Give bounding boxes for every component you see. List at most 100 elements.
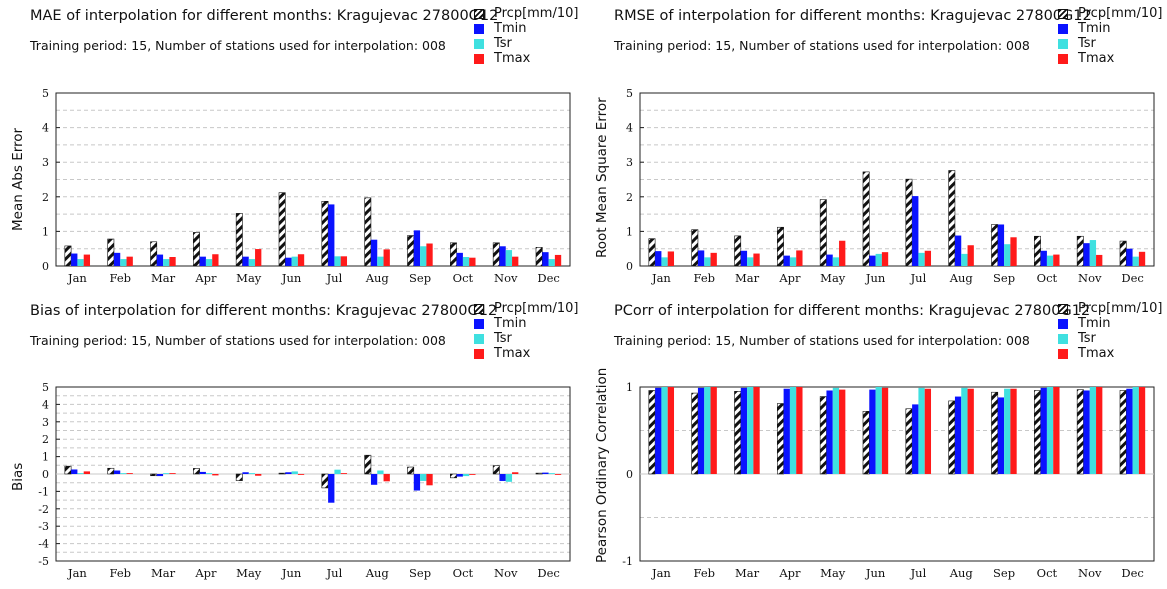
legend-item-tsr: Tsr	[1058, 331, 1162, 346]
prcp-swatch	[1058, 8, 1068, 19]
bar-tmax	[255, 474, 262, 476]
bar-tmin	[954, 235, 962, 266]
bar-prcp	[819, 396, 827, 475]
x-tick-label: Feb	[109, 271, 131, 285]
bar-tmax	[383, 249, 390, 266]
x-tick-label: Aug	[949, 566, 974, 580]
bar-tsr	[120, 473, 127, 474]
bar-prcp	[905, 408, 913, 475]
bar-tsr	[291, 471, 298, 474]
x-tick-label: Nov	[1078, 271, 1102, 285]
chart-subtitle: Training period: 15, Number of stations …	[614, 38, 1030, 53]
y-tick-label: -5	[38, 555, 49, 568]
bar-tmax	[512, 472, 519, 474]
bar-prcp	[364, 454, 372, 475]
bar-tmin	[655, 251, 662, 266]
bar-prcp	[193, 232, 200, 267]
bar-prcp	[364, 197, 372, 267]
bar-tmin	[242, 472, 249, 474]
chart-title: PCorr of interpolation for different mon…	[614, 303, 1091, 319]
x-tick-label: Dec	[537, 566, 559, 580]
bar-tsr	[420, 246, 427, 266]
bar-prcp	[691, 392, 699, 475]
bar-tmax	[667, 387, 675, 474]
bar-tmin	[71, 253, 78, 266]
bar-tmin	[285, 472, 292, 474]
bar-tsr	[420, 474, 427, 481]
bar-tsr	[248, 259, 256, 266]
bar-prcp	[819, 199, 827, 267]
x-tick-label: Jun	[281, 271, 302, 285]
x-tick-label: Jan	[67, 271, 87, 285]
bar-tsr	[1004, 244, 1011, 266]
x-tick-label: Aug	[365, 566, 390, 580]
plot-area: 0 1 2 3 4 5 Jan Feb Mar Apr May Jun Jul Aug Sep Oct Nov D…	[42, 87, 571, 285]
bar-tmax	[297, 254, 305, 266]
bar-tmax	[1053, 254, 1060, 266]
tsr-swatch	[1058, 38, 1068, 49]
legend: Prcp[mm/10] Tmin Tsr Tmax	[1058, 301, 1162, 361]
bar-tsr	[377, 470, 384, 474]
bar-tmax	[212, 474, 219, 476]
bar-prcp	[535, 472, 543, 475]
y-tick-label: 1	[42, 451, 49, 464]
mae-chart-panel: MAE of interpolation for different month…	[0, 0, 583, 294]
tmax-swatch	[474, 53, 484, 64]
y-tick-label: -1	[38, 485, 49, 498]
bar-prcp	[492, 242, 500, 267]
legend-label: Prcp[mm/10]	[494, 301, 579, 316]
y-tick-label: 2	[42, 191, 49, 204]
bar-tmax	[469, 257, 476, 266]
y-tick-label: 5	[626, 87, 633, 100]
bar-prcp	[862, 171, 870, 267]
bar-prcp	[862, 411, 870, 475]
x-tick-label: Sep	[993, 566, 1015, 580]
bar-tmin	[783, 255, 790, 266]
bar-tmax	[1138, 387, 1146, 474]
bar-tsr	[1004, 388, 1011, 474]
legend-item-prcp: Prcp[mm/10]	[474, 6, 578, 21]
bar-tmin	[113, 252, 121, 266]
bar-tmin	[954, 396, 962, 474]
bar-prcp	[535, 247, 543, 267]
x-tick-label: Aug	[949, 271, 974, 285]
y-tick-label: -4	[38, 538, 49, 551]
legend-label: Tmax	[494, 51, 531, 66]
bar-tsr	[661, 387, 668, 474]
y-tick-label: 2	[42, 433, 49, 446]
bar-tmax	[383, 474, 390, 482]
bar-tmax	[1096, 387, 1103, 474]
bar-tmax	[169, 473, 176, 474]
tmin-swatch	[474, 23, 484, 34]
y-tick-label: 0	[42, 468, 49, 481]
bar-tmin	[869, 389, 876, 474]
bar-tmax	[255, 249, 262, 266]
bar-tmin	[826, 390, 833, 474]
bar-tsr	[789, 257, 797, 266]
bar-tmax	[667, 251, 675, 266]
tmin-swatch	[1058, 23, 1068, 34]
prcp-swatch	[1058, 303, 1068, 314]
bar-tsr	[961, 387, 968, 474]
prcp-swatch	[474, 303, 484, 314]
chart-title: MAE of interpolation for different month…	[30, 8, 499, 24]
tmin-swatch	[1058, 318, 1068, 329]
chart-subtitle: Training period: 15, Number of stations …	[30, 38, 446, 53]
bar-tmax	[1053, 387, 1060, 474]
bar-tsr	[832, 387, 840, 474]
x-tick-label: Apr	[194, 566, 217, 580]
x-tick-label: Feb	[693, 566, 715, 580]
tmax-swatch	[474, 348, 484, 359]
bar-tmax	[340, 473, 348, 474]
x-tick-label: May	[236, 566, 262, 580]
bar-tmax	[881, 252, 889, 266]
bar-tmax	[881, 387, 889, 474]
bar-tsr	[548, 473, 555, 474]
bar-tmin	[499, 246, 506, 266]
bar-tmin	[413, 230, 421, 266]
x-tick-label: Jul	[910, 566, 927, 580]
bar-tmin	[1083, 243, 1090, 266]
legend-label: Tmin	[1078, 316, 1111, 331]
x-tick-label: Jan	[67, 566, 87, 580]
y-tick-label: -2	[38, 503, 49, 516]
